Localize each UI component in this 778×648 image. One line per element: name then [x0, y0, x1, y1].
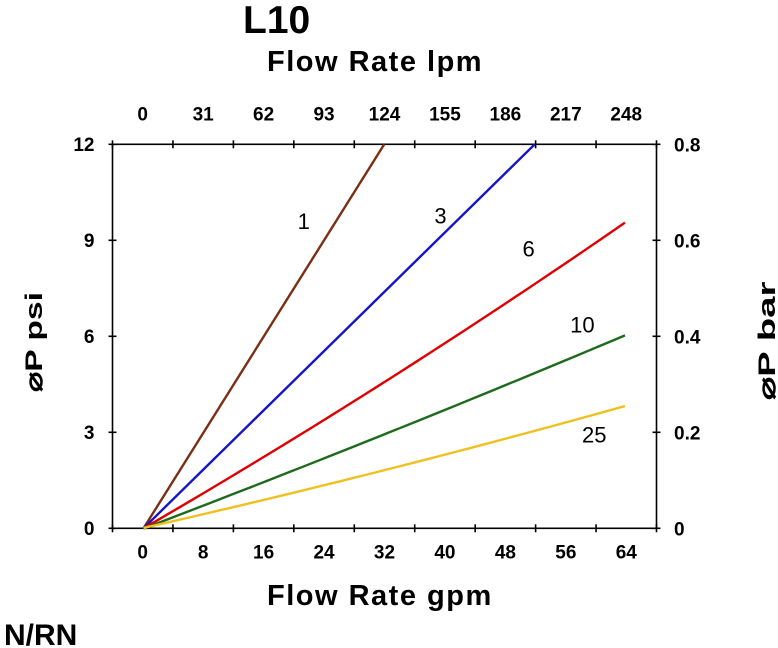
svg-text:3: 3	[84, 423, 95, 444]
svg-text:6: 6	[522, 237, 534, 262]
svg-text:12: 12	[73, 135, 94, 156]
svg-text:16: 16	[253, 542, 274, 563]
svg-text:0: 0	[137, 104, 148, 125]
svg-text:25: 25	[582, 423, 606, 448]
svg-text:248: 248	[610, 104, 642, 125]
svg-text:217: 217	[550, 104, 582, 125]
svg-text:32: 32	[374, 542, 395, 563]
svg-text:0: 0	[674, 519, 685, 540]
svg-text:62: 62	[253, 104, 274, 125]
svg-text:3: 3	[434, 204, 446, 229]
svg-text:0.6: 0.6	[674, 231, 700, 252]
svg-text:24: 24	[313, 542, 335, 563]
svg-text:0.2: 0.2	[674, 423, 700, 444]
svg-text:0.8: 0.8	[674, 135, 700, 156]
svg-text:124: 124	[369, 104, 401, 125]
svg-text:8: 8	[198, 542, 209, 563]
svg-text:0.4: 0.4	[674, 327, 701, 348]
svg-text:48: 48	[495, 542, 516, 563]
svg-text:0: 0	[137, 542, 148, 563]
svg-text:93: 93	[313, 104, 334, 125]
svg-text:0: 0	[84, 519, 95, 540]
svg-text:40: 40	[434, 542, 455, 563]
svg-text:56: 56	[555, 542, 576, 563]
svg-text:155: 155	[429, 104, 461, 125]
svg-text:64: 64	[616, 542, 638, 563]
svg-text:31: 31	[193, 104, 215, 125]
svg-text:10: 10	[570, 312, 594, 337]
svg-text:1: 1	[298, 209, 310, 234]
svg-text:186: 186	[490, 104, 522, 125]
svg-text:9: 9	[84, 231, 95, 252]
svg-text:6: 6	[84, 327, 95, 348]
